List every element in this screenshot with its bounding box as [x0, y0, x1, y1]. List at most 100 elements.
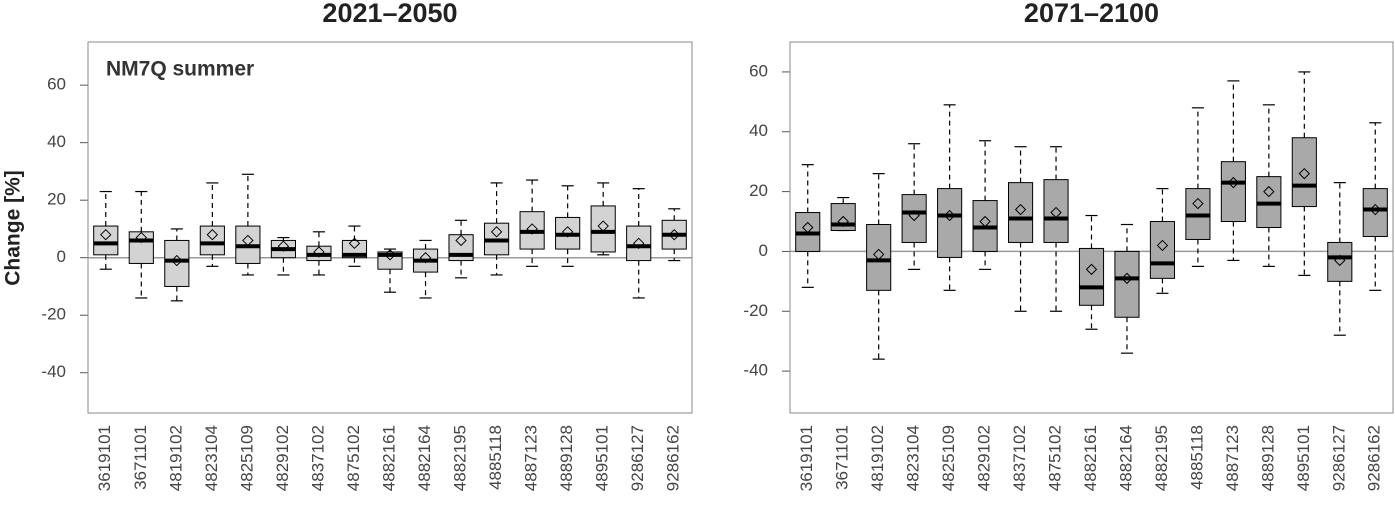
x-tick-label: 4889128: [557, 425, 576, 491]
x-tick-label: 4837102: [308, 425, 327, 491]
mean: [206, 228, 219, 241]
box: [937, 188, 963, 258]
box: [1114, 250, 1140, 318]
x-tick-label: 4875102: [344, 425, 363, 491]
y-tick-label: 40: [749, 121, 768, 140]
box: [93, 225, 119, 256]
x-tick-label: 4882161: [379, 425, 398, 491]
x-tick-label: 4819102: [868, 425, 887, 491]
plot-frame: [789, 41, 1394, 414]
mean: [100, 228, 112, 241]
mean: [171, 254, 183, 267]
mean: [1156, 239, 1169, 252]
mean: [1121, 272, 1133, 285]
y-tick-label: 60: [749, 61, 768, 80]
y-tick-label: 0: [759, 241, 768, 260]
x-tick-label: 9286162: [1365, 425, 1384, 491]
mean: [135, 231, 148, 244]
x-tick-label: 4885118: [486, 425, 505, 490]
x-tick-label: 4895101: [593, 425, 612, 491]
mean: [1227, 176, 1240, 189]
box: [590, 205, 616, 253]
box: [1007, 182, 1034, 243]
mean: [872, 248, 885, 261]
y-tick-label: -40: [41, 362, 66, 381]
box: [866, 224, 892, 291]
x-tick-label: 4887123: [522, 425, 541, 491]
box: [1291, 137, 1317, 208]
x-tick-label: 4882164: [1116, 425, 1135, 491]
mean: [1085, 263, 1098, 276]
mean: [1369, 203, 1381, 216]
x-tick-label: 3619101: [797, 425, 816, 491]
x-tick-label: 3619101: [95, 425, 114, 491]
mean: [242, 234, 254, 247]
y-tick-label: 60: [47, 75, 66, 94]
x-tick-label: 4823104: [904, 425, 923, 491]
y-tick-label: 20: [749, 181, 768, 200]
mean: [979, 215, 991, 228]
x-tick-label: 4829102: [273, 425, 292, 491]
x-tick-label: 4882195: [1152, 425, 1171, 491]
y-tick-label: 20: [47, 190, 66, 209]
box: [1220, 161, 1246, 223]
mean: [419, 251, 432, 264]
x-tick-label: 4819102: [166, 425, 185, 491]
box: [1327, 241, 1353, 282]
mean: [1014, 203, 1027, 216]
chart-title: 2021–2050: [322, 0, 457, 28]
x-tick-label: 4882195: [451, 425, 470, 491]
y-axis-label: Change [%]: [2, 170, 25, 286]
mean: [668, 228, 680, 241]
box: [626, 225, 652, 262]
mean: [455, 234, 467, 247]
mean: [277, 240, 290, 252]
mean: [1334, 254, 1346, 267]
mean: [908, 209, 920, 222]
plot-frame: [87, 41, 693, 414]
x-tick-label: 4885118: [1187, 425, 1206, 490]
box: [199, 225, 225, 256]
box: [128, 231, 154, 264]
x-tick-label: 4825109: [237, 425, 256, 491]
x-tick-label: 9286127: [1329, 425, 1348, 491]
mean: [384, 249, 396, 261]
x-tick-label: 9286127: [628, 425, 647, 491]
x-tick-label: 4875102: [1046, 425, 1065, 491]
mean: [1263, 185, 1275, 198]
x-tick-label: 4895101: [1294, 425, 1313, 491]
annotation: NM7Q summer: [106, 58, 254, 81]
x-tick-label: 4823104: [202, 425, 221, 491]
x-tick-label: 4887123: [1223, 425, 1242, 491]
x-tick-label: 4882164: [415, 425, 434, 491]
mean: [943, 209, 956, 222]
mean: [837, 215, 849, 228]
y-tick-label: 0: [57, 247, 66, 266]
box: [901, 194, 927, 243]
x-tick-label: 9286162: [664, 425, 683, 491]
mean: [802, 221, 814, 234]
x-tick-label: 3671101: [131, 425, 150, 490]
box: [1362, 188, 1388, 237]
box: [164, 239, 190, 287]
mean: [1192, 197, 1204, 210]
y-tick-label: -20: [743, 301, 768, 320]
mean: [597, 220, 609, 232]
x-tick-label: 4882161: [1081, 425, 1100, 491]
y-tick-label: -40: [743, 361, 768, 380]
mean: [348, 237, 361, 250]
x-tick-label: 4889128: [1258, 425, 1277, 491]
mean: [632, 237, 645, 250]
y-tick-label: 40: [47, 132, 66, 151]
mean: [526, 223, 538, 235]
mean: [313, 246, 325, 258]
mean: [561, 226, 574, 238]
mean: [1298, 167, 1311, 180]
x-tick-label: 3671101: [833, 425, 852, 490]
x-tick-label: 4837102: [1010, 425, 1029, 491]
mean: [1050, 206, 1062, 219]
y-tick-label: -20: [41, 305, 66, 324]
box: [1078, 247, 1105, 306]
x-tick-label: 4829102: [975, 425, 994, 491]
